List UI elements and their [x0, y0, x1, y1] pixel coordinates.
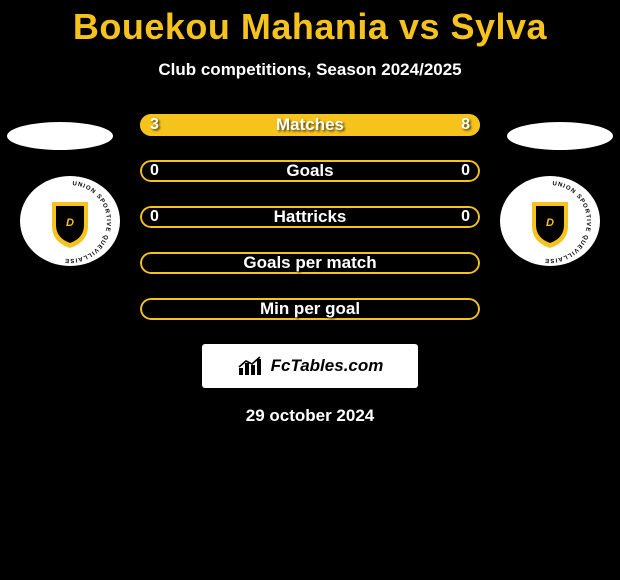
stat-row: Goals 0 0: [140, 160, 480, 182]
club-left-svg: UNION SPORTIVE QUEVILLAISE D: [20, 176, 120, 266]
stat-value-right: 0: [461, 162, 470, 180]
stat-label: Goals per match: [243, 253, 376, 273]
stat-label: Hattricks: [274, 207, 347, 227]
stat-value-right: 8: [461, 116, 470, 134]
page-root: Bouekou Mahania vs Sylva Club competitio…: [0, 0, 620, 580]
stat-value-right: 0: [461, 208, 470, 226]
club-right-svg: UNION SPORTIVE QUEVILLAISE D: [500, 176, 600, 266]
brand-chart-icon: [237, 355, 265, 377]
stat-label: Goals: [286, 161, 333, 181]
stat-row: Hattricks 0 0: [140, 206, 480, 228]
brand-box[interactable]: FcTables.com: [202, 344, 418, 388]
stat-row: Matches 3 8: [140, 114, 480, 136]
club-left-monogram: D: [66, 217, 74, 229]
stat-row: Goals per match: [140, 252, 480, 274]
stat-bar-right: [233, 114, 480, 136]
stat-value-left: 0: [150, 162, 159, 180]
date-label: 29 october 2024: [246, 406, 375, 426]
page-title: Bouekou Mahania vs Sylva: [73, 6, 547, 48]
stat-value-left: 3: [150, 116, 159, 134]
stats-container: Matches 3 8 Goals 0 0 Hattricks 0 0 Goals per mat…: [140, 114, 480, 320]
subtitle: Club competitions, Season 2024/2025: [158, 60, 461, 80]
player-left-avatar: [7, 122, 113, 150]
stat-label: Matches: [276, 115, 344, 135]
club-right-monogram: D: [546, 217, 554, 229]
club-right-crest: UNION SPORTIVE QUEVILLAISE D: [500, 176, 600, 266]
player-right-avatar: [507, 122, 613, 150]
club-left-crest: UNION SPORTIVE QUEVILLAISE D: [20, 176, 120, 266]
stat-row: Min per goal: [140, 298, 480, 320]
stat-value-left: 0: [150, 208, 159, 226]
stat-label: Min per goal: [260, 299, 360, 319]
brand-name: FcTables.com: [271, 356, 384, 376]
